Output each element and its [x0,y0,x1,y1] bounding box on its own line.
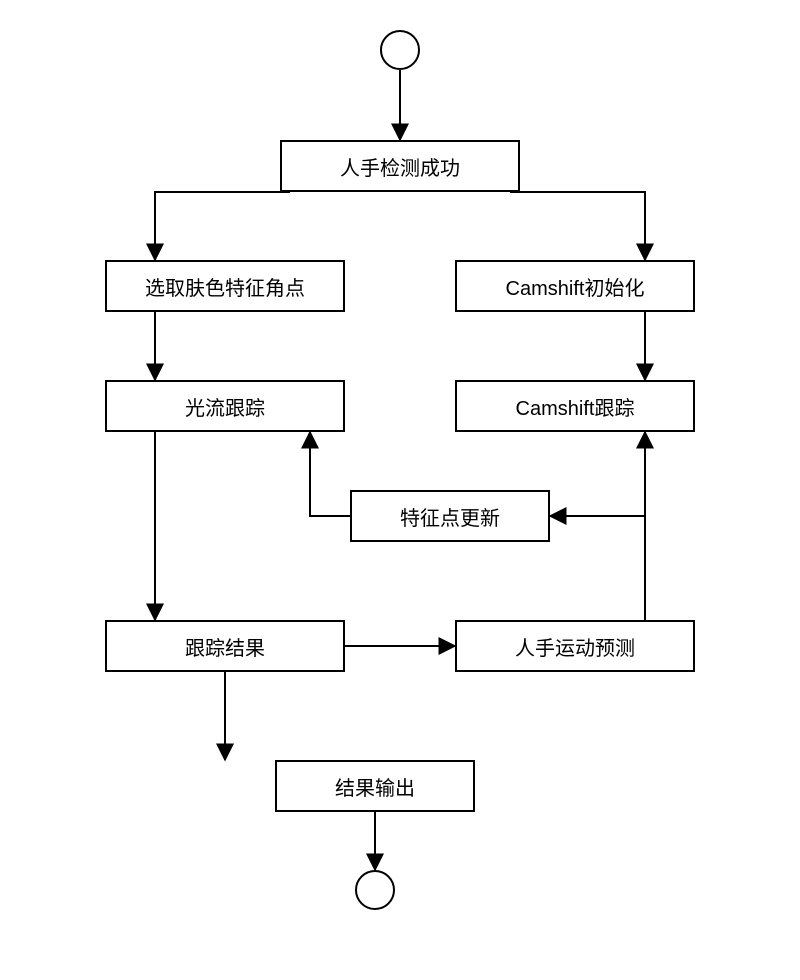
terminal-end [355,870,395,910]
edge-detect-to-skin [155,192,290,260]
process-output: 结果输出 [275,760,475,812]
process-featupd: 特征点更新 [350,490,550,542]
process-camtrack: Camshift跟踪 [455,380,695,432]
process-caminit: Camshift初始化 [455,260,695,312]
process-trackres: 跟踪结果 [105,620,345,672]
process-optflow: 光流跟踪 [105,380,345,432]
process-motpred: 人手运动预测 [455,620,695,672]
process-skin: 选取肤色特征角点 [105,260,345,312]
flowchart-canvas: 人手检测成功选取肤色特征角点 Camshift初始化光流跟踪 Camshift跟踪特… [0,0,800,980]
edge-featupd-to-optflow [310,432,350,516]
edge-camtrack-to-featupd [550,432,645,516]
process-detect: 人手检测成功 [280,140,520,192]
terminal-start [380,30,420,70]
edge-detect-to-caminit [510,192,645,260]
